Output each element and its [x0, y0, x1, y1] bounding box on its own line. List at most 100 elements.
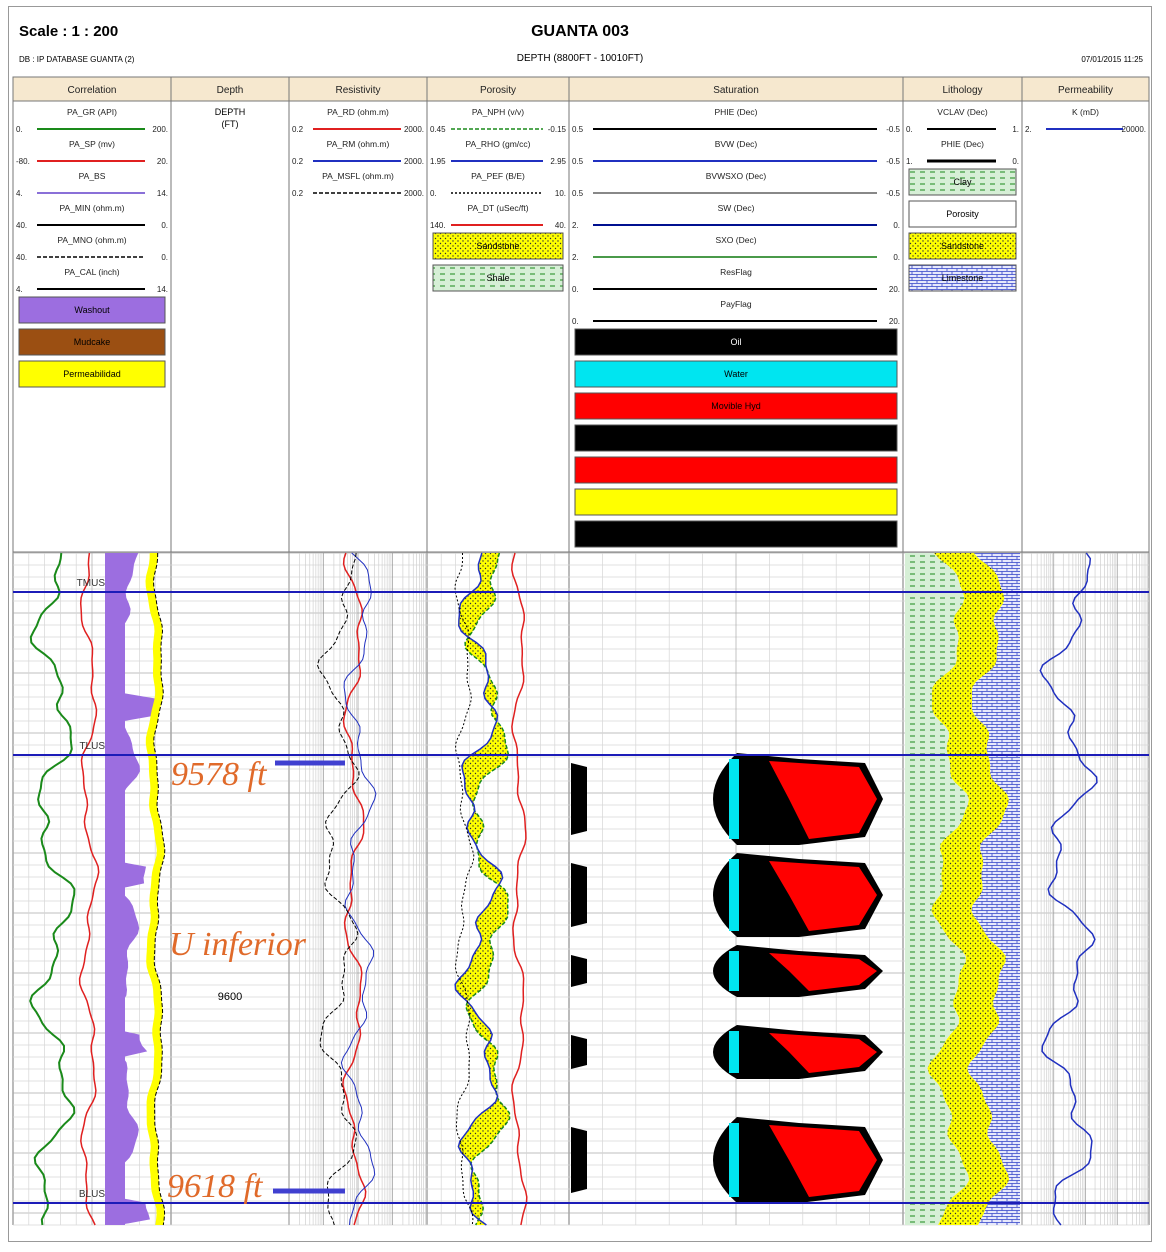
top-depth-annotation: 9578 ft	[171, 756, 268, 793]
curve-max-label: 0.	[161, 221, 168, 230]
curve-name: VCLAV (Dec)	[937, 107, 988, 117]
msfl-curve	[316, 552, 360, 1226]
mno-curve	[152, 552, 166, 1226]
depth-tick-label: 9600	[218, 991, 242, 1003]
curve-max-label: 2000.	[404, 157, 424, 166]
res-flag-fill	[571, 763, 587, 835]
permeability-fill	[145, 553, 165, 1225]
curve-max-label: 0.	[893, 221, 900, 230]
curve-name: SW (Dec)	[718, 203, 755, 213]
curve-min-label: 0.5	[572, 157, 584, 166]
curve-min-label: 0.5	[572, 189, 584, 198]
curve-name: PHIE (Dec)	[715, 107, 758, 117]
curve-name: PayFlag	[720, 299, 751, 309]
track-title: Correlation	[68, 85, 117, 96]
curve-max-label: 10.	[555, 189, 566, 198]
depth-range-label: DEPTH (8800FT - 10010FT)	[516, 53, 644, 64]
curve-name: PA_NPH (v/v)	[472, 107, 524, 117]
database-label: DB : IP DATABASE GUANTA (2)	[19, 55, 135, 64]
curve-name: SXO (Dec)	[715, 235, 756, 245]
legend-label: Clay	[953, 177, 972, 187]
curve-min-label: 140.	[430, 221, 446, 230]
water-fill	[729, 1123, 739, 1197]
zone-annotation: U inferior	[169, 926, 307, 963]
curve-name: PA_PEF (B/E)	[471, 171, 525, 181]
curve-max-label: 2000.	[404, 125, 424, 134]
legend-label: Sandstone	[476, 241, 519, 251]
curve-min-label: 4.	[16, 285, 23, 294]
track-title: Lithology	[942, 85, 982, 96]
res-flag-fill	[571, 863, 587, 927]
res-flag-fill	[571, 1127, 587, 1193]
well-title: GUANTA 003	[531, 23, 629, 40]
legend-label: Sandstone	[941, 241, 984, 251]
legend-swatch	[908, 200, 1017, 228]
water-fill	[729, 759, 739, 839]
curve-max-label: -0.5	[886, 157, 900, 166]
curve-min-label: 1.95	[430, 157, 446, 166]
rho-curve	[454, 552, 504, 1226]
curve-min-label: 0.2	[292, 157, 304, 166]
track-title: Saturation	[713, 85, 759, 96]
legend-label: Limestone	[942, 273, 984, 283]
legend-label: Movible Hyd	[711, 401, 761, 411]
curve-name: PA_RHO (gm/cc)	[465, 139, 530, 149]
legend-label: Water	[724, 369, 748, 379]
curve-max-label: 2000.	[404, 189, 424, 198]
legend-label: Permeabilidad	[63, 369, 121, 379]
legend-swatch	[574, 328, 898, 356]
bit-size-fill	[105, 553, 125, 1225]
legend-swatch	[574, 520, 898, 548]
curve-name: PA_MSFL (ohm.m)	[322, 171, 394, 181]
sandstone-fill	[455, 553, 510, 1225]
legend-swatch	[574, 488, 898, 516]
curve-max-label: 0.	[1012, 157, 1019, 166]
curve-name: PA_CAL (inch)	[64, 267, 119, 277]
res-flag-fill	[571, 955, 587, 987]
curve-max-label: 14.	[157, 189, 168, 198]
legend-swatch	[908, 264, 1017, 292]
legend-swatch	[18, 360, 166, 388]
curve-name: K (mD)	[1072, 107, 1099, 117]
curve-min-label: 0.45	[430, 125, 446, 134]
track-title: Resistivity	[335, 85, 380, 96]
gr-curve	[29, 552, 76, 1226]
curve-min-label: -80.	[16, 157, 30, 166]
curve-max-label: -0.15	[548, 125, 567, 134]
legend-label: Shale	[486, 273, 509, 283]
sp-curve	[78, 552, 100, 1226]
curve-name: PA_MNO (ohm.m)	[57, 235, 126, 245]
curve-name: PA_DT (uSec/ft)	[467, 203, 528, 213]
curve-max-label: 0.	[893, 253, 900, 262]
curve-name: PA_RD (ohm.m)	[327, 107, 389, 117]
curve-max-label: 40.	[555, 221, 566, 230]
curve-max-label: 20000.	[1122, 125, 1146, 134]
legend-swatch	[908, 232, 1017, 260]
curve-max-label: 2.95	[550, 157, 566, 166]
legend-label: Washout	[74, 305, 110, 315]
curve-min-label: 0.5	[572, 125, 584, 134]
curve-max-label: 20.	[889, 317, 900, 326]
curve-min-label: 0.	[906, 125, 913, 134]
water-fill	[729, 951, 739, 991]
curve-min-label: 0.	[572, 317, 579, 326]
movible-hydrocarbon-fill	[769, 1033, 877, 1073]
movible-hydrocarbon-fill	[769, 953, 877, 991]
formation-top-label: TMUS	[77, 578, 106, 589]
curve-max-label: 20.	[157, 157, 168, 166]
legend-label: Oil	[731, 337, 742, 347]
legend-swatch	[574, 392, 898, 420]
water-fill	[729, 859, 739, 931]
curve-min-label: 2.	[572, 221, 579, 230]
curve-name: PA_RM (ohm.m)	[327, 139, 390, 149]
curve-min-label: 2.	[1025, 125, 1032, 134]
curve-min-label: 0.	[430, 189, 437, 198]
header: Scale : 1 : 200 GUANTA 003 DB : IP DATAB…	[9, 7, 1151, 77]
legend-swatch	[432, 232, 564, 260]
curve-min-label: 2.	[572, 253, 579, 262]
curve-max-label: -0.5	[886, 125, 900, 134]
curve-name: PA_GR (API)	[67, 107, 117, 117]
curve-min-label: 0.	[572, 285, 579, 294]
curve-max-label: -0.5	[886, 189, 900, 198]
curve-min-label: 4.	[16, 189, 23, 198]
